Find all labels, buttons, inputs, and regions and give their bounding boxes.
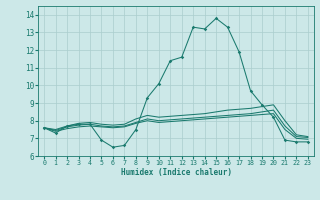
X-axis label: Humidex (Indice chaleur): Humidex (Indice chaleur) [121, 168, 231, 177]
